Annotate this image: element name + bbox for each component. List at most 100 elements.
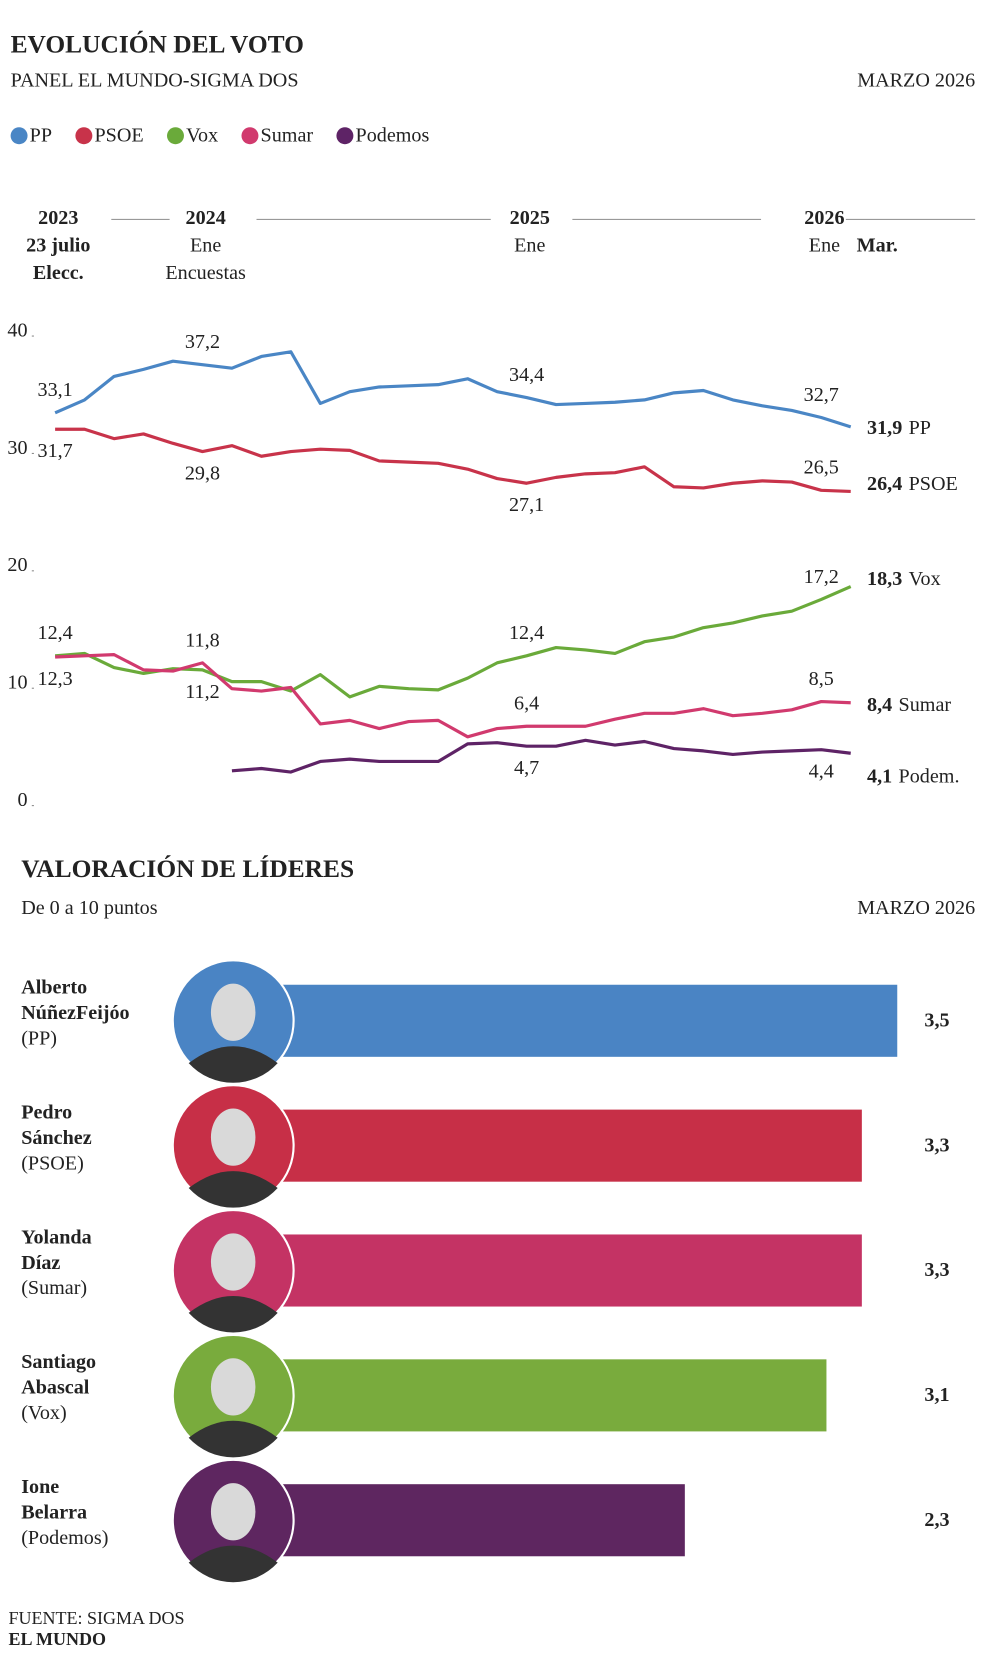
- line-subtitle: PANEL EL MUNDO-SIGMA DOS: [11, 69, 299, 91]
- bar: [277, 1484, 685, 1557]
- note-label: Elecc.: [33, 262, 84, 284]
- end-value: 18,3: [867, 568, 902, 590]
- y-tick-label: 40: [7, 319, 27, 341]
- end-name: PP: [909, 417, 931, 439]
- photo-body: [188, 1295, 278, 1333]
- series-line: [54, 585, 852, 699]
- end-value: 26,4: [867, 473, 902, 495]
- value-label: 12,4: [509, 622, 544, 644]
- leader-name: NúñezFeijóo: [21, 1002, 129, 1024]
- value-label: 6,4: [514, 693, 539, 715]
- legend-label: Podemos: [356, 124, 430, 146]
- bar: [277, 1109, 862, 1182]
- series-line: [55, 427, 851, 494]
- photo-head: [210, 983, 256, 1041]
- year-label: 2025: [510, 207, 550, 229]
- legend-swatch: [10, 127, 28, 145]
- value-label: 33,1: [38, 379, 73, 401]
- y-tick-label: 20: [7, 554, 27, 576]
- photo-head: [210, 1233, 256, 1291]
- value-label: 3,5: [924, 1009, 949, 1031]
- value-label: 3,1: [924, 1384, 949, 1406]
- legend-swatch: [167, 127, 184, 145]
- leader-name: (PSOE): [21, 1152, 84, 1174]
- end-name: Vox: [909, 568, 941, 590]
- leader-name: Alberto: [21, 977, 87, 999]
- legend-label: Sumar: [261, 124, 314, 146]
- legend-swatch: [75, 127, 93, 145]
- bar: [277, 984, 898, 1057]
- legend-label: PP: [30, 124, 52, 146]
- value-label: 32,7: [804, 384, 839, 406]
- leader-name: Ione: [21, 1476, 59, 1498]
- end-name: PSOE: [909, 473, 958, 495]
- leader-name: (Sumar): [21, 1277, 87, 1299]
- end-value: 8,4: [867, 694, 892, 716]
- end-label: 26,4 PSOE: [867, 473, 958, 495]
- leader-name: (Podemos): [21, 1527, 108, 1549]
- value-label: 31,7: [38, 440, 73, 462]
- x-tick-label: Ene: [514, 235, 545, 257]
- photo-head: [210, 1483, 256, 1541]
- bar-title: VALORACIÓN DE LÍDERES: [21, 854, 354, 883]
- photo-body: [188, 1420, 278, 1458]
- x-tick-label: Ene: [809, 235, 840, 257]
- value-label: 12,3: [38, 668, 73, 690]
- end-label: 8,4 Sumar: [867, 694, 951, 716]
- value-label: 17,2: [804, 566, 839, 588]
- photo-head: [210, 1358, 256, 1416]
- source: FUENTE: SIGMA DOS: [8, 1608, 184, 1628]
- value-label: 4,4: [809, 761, 834, 783]
- year-label: 2024: [186, 207, 226, 229]
- leader-name: Belarra: [21, 1501, 87, 1523]
- photo-head: [210, 1108, 256, 1166]
- leader-name: (Vox): [21, 1402, 66, 1424]
- value-label: 12,4: [38, 622, 73, 644]
- value-label: 29,8: [185, 462, 220, 484]
- line-title: EVOLUCIÓN DEL VOTO: [11, 30, 304, 59]
- photo-body: [188, 1545, 278, 1583]
- year-label: 2026: [804, 207, 844, 229]
- series-line: [231, 738, 851, 774]
- end-name: Podem.: [899, 765, 960, 787]
- bar: [277, 1359, 827, 1432]
- end-label: 31,9 PP: [867, 417, 931, 439]
- value-label: 37,2: [185, 331, 220, 353]
- photo-body: [188, 1171, 278, 1208]
- value-label: 26,5: [804, 457, 839, 479]
- y-tick-label: 30: [7, 437, 27, 459]
- x-tick-label: 23 julio: [26, 235, 90, 257]
- end-value: 31,9: [867, 417, 902, 439]
- value-label: 11,2: [185, 681, 219, 703]
- value-label: 3,3: [924, 1134, 949, 1156]
- note-label: Encuestas: [165, 262, 246, 284]
- photo-body: [188, 1046, 278, 1083]
- end-name: Sumar: [899, 694, 952, 716]
- value-label: 4,7: [514, 757, 539, 779]
- leader-name: Sánchez: [21, 1127, 92, 1149]
- x-tick-label: Ene: [190, 235, 221, 257]
- legend-swatch: [336, 127, 354, 145]
- value-label: 27,1: [509, 494, 544, 516]
- line-date: MARZO 2026: [857, 69, 975, 91]
- bar: [277, 1234, 862, 1307]
- publisher: EL MUNDO: [8, 1629, 106, 1649]
- bar-subtitle: De 0 a 10 puntos: [21, 897, 158, 919]
- leader-name: Yolanda: [21, 1226, 91, 1248]
- leader-name: Pedro: [21, 1101, 72, 1123]
- value-label: 34,4: [509, 364, 544, 386]
- y-tick-label: 10: [7, 672, 27, 694]
- x-tick-label: Mar.: [857, 235, 898, 257]
- end-label: 4,1 Podem.: [867, 765, 959, 787]
- series-line: [54, 350, 852, 429]
- legend-label: Vox: [186, 124, 218, 146]
- value-label: 8,5: [809, 668, 834, 690]
- y-tick-label: 0: [17, 789, 27, 811]
- end-value: 4,1: [867, 765, 892, 787]
- legend-label: PSOE: [94, 124, 143, 146]
- bar-date: MARZO 2026: [857, 897, 975, 919]
- value-label: 2,3: [924, 1509, 949, 1531]
- legend-swatch: [241, 127, 259, 145]
